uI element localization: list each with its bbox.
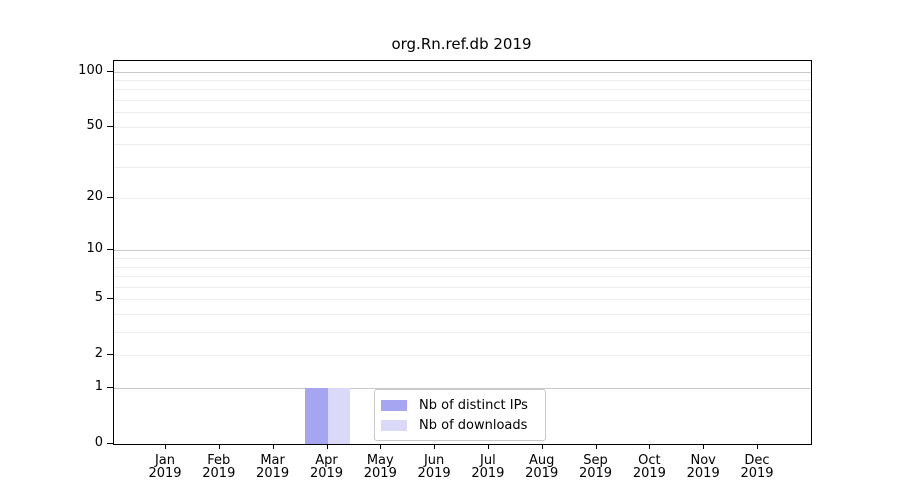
x-tick-mark (434, 444, 436, 449)
y-tick-label: 1 (94, 379, 103, 395)
gridline-major (114, 250, 811, 252)
x-tick-label-year: 2019 (578, 465, 613, 481)
legend-row: Nb of downloads (381, 415, 537, 435)
x-tick-label-year: 2019 (309, 465, 344, 481)
x-tick-label-year: 2019 (471, 465, 505, 481)
x-tick-mark (487, 444, 489, 449)
gridline-minor (114, 79, 811, 81)
y-tick-label: 5 (94, 290, 103, 306)
gridline-major (114, 71, 811, 73)
gridline-minor (114, 99, 811, 101)
gridline-minor (114, 198, 811, 200)
gridline-major (114, 388, 811, 390)
x-tick-mark (218, 444, 220, 449)
legend-swatch-distinct-ips (381, 399, 407, 411)
gridline-minor (114, 276, 811, 278)
x-tick-label-year: 2019 (417, 465, 451, 481)
x-tick-label-month: Jun (423, 453, 445, 468)
y-tick-mark (107, 249, 113, 251)
legend-label: Nb of downloads (419, 417, 528, 433)
x-tick-mark (380, 444, 382, 449)
x-tick-label-year: 2019 (148, 465, 182, 481)
y-tick-label: 20 (86, 189, 103, 205)
x-tick-label: Nov 2019 (675, 453, 731, 481)
gridline-minor (114, 299, 811, 301)
x-tick-label: Apr 2019 (299, 453, 355, 481)
x-tick-label-year: 2019 (256, 465, 290, 481)
x-tick-label-month: Jan (154, 453, 176, 468)
x-tick-label-month: May (366, 453, 394, 468)
x-tick-label-year: 2019 (202, 465, 236, 481)
x-tick-label-month: Mar (260, 453, 285, 468)
chart-title: org.Rn.ref.db 2019 (391, 35, 532, 53)
x-tick-label-year: 2019 (363, 465, 397, 481)
gridline-minor (114, 355, 811, 357)
x-tick-label: Jan 2019 (137, 453, 193, 481)
y-tick-label: 0 (94, 435, 103, 450)
x-tick-mark (326, 444, 328, 449)
x-tick-label-month: Nov (690, 453, 716, 468)
x-tick-label-month: Apr (315, 453, 338, 468)
gridline-minor (114, 126, 811, 128)
x-tick-label-month: Feb (207, 453, 231, 468)
gridline-minor (114, 144, 811, 146)
gridline-minor (114, 258, 811, 260)
x-tick-label: Feb 2019 (191, 453, 247, 481)
x-tick-label: Jun 2019 (406, 453, 462, 481)
gridline-minor (114, 314, 811, 316)
x-tick-label-year: 2019 (686, 465, 720, 481)
gridline-minor (114, 266, 811, 268)
x-tick-label: Sep 2019 (568, 453, 624, 481)
gridline-minor (114, 112, 811, 114)
y-tick-mark (107, 125, 113, 127)
plot-area: Nb of distinct IPs Nb of downloads (113, 60, 812, 445)
x-tick-label: Dec 2019 (729, 453, 785, 481)
x-tick-mark (272, 444, 274, 449)
x-tick-label: Aug 2019 (514, 453, 570, 481)
x-tick-mark (595, 444, 597, 449)
x-tick-mark (649, 444, 651, 449)
y-tick-mark (107, 70, 113, 72)
x-tick-label: Mar 2019 (245, 453, 301, 481)
y-tick-mark (107, 443, 113, 444)
x-tick-label-month: Sep (583, 453, 608, 468)
gridline-minor (114, 286, 811, 288)
x-tick-mark (703, 444, 705, 449)
y-tick-mark (107, 197, 113, 199)
y-tick-label: 2 (94, 346, 103, 362)
x-tick-label-month: Oct (638, 453, 661, 468)
legend-swatch-downloads (381, 419, 407, 431)
x-tick-label: Oct 2019 (621, 453, 677, 481)
x-tick-label: May 2019 (352, 453, 408, 481)
bar-distinct-ips (305, 388, 328, 444)
x-tick-label-month: Aug (528, 453, 555, 468)
x-tick-label-month: Jul (480, 453, 496, 468)
x-tick-mark (165, 444, 166, 449)
x-tick-label: Jul 2019 (460, 453, 516, 481)
x-tick-mark (541, 444, 543, 449)
legend-row: Nb of distinct IPs (381, 395, 537, 415)
gridline-minor (114, 166, 811, 168)
legend: Nb of distinct IPs Nb of downloads (374, 389, 546, 441)
y-tick-mark (107, 354, 113, 356)
x-tick-label-month: Dec (744, 453, 770, 468)
y-tick-label: 50 (86, 117, 103, 133)
y-tick-label: 100 (78, 62, 103, 78)
y-tick-mark (107, 387, 113, 389)
legend-label: Nb of distinct IPs (419, 397, 528, 413)
x-tick-label-year: 2019 (525, 465, 559, 481)
gridline-minor (114, 89, 811, 91)
bar-downloads (327, 388, 350, 444)
x-tick-mark (757, 444, 758, 449)
y-tick-label: 10 (86, 241, 103, 257)
x-tick-label-year: 2019 (632, 465, 666, 481)
gridline-minor (114, 332, 811, 334)
x-tick-label-year: 2019 (740, 465, 774, 481)
y-tick-mark (107, 298, 113, 300)
